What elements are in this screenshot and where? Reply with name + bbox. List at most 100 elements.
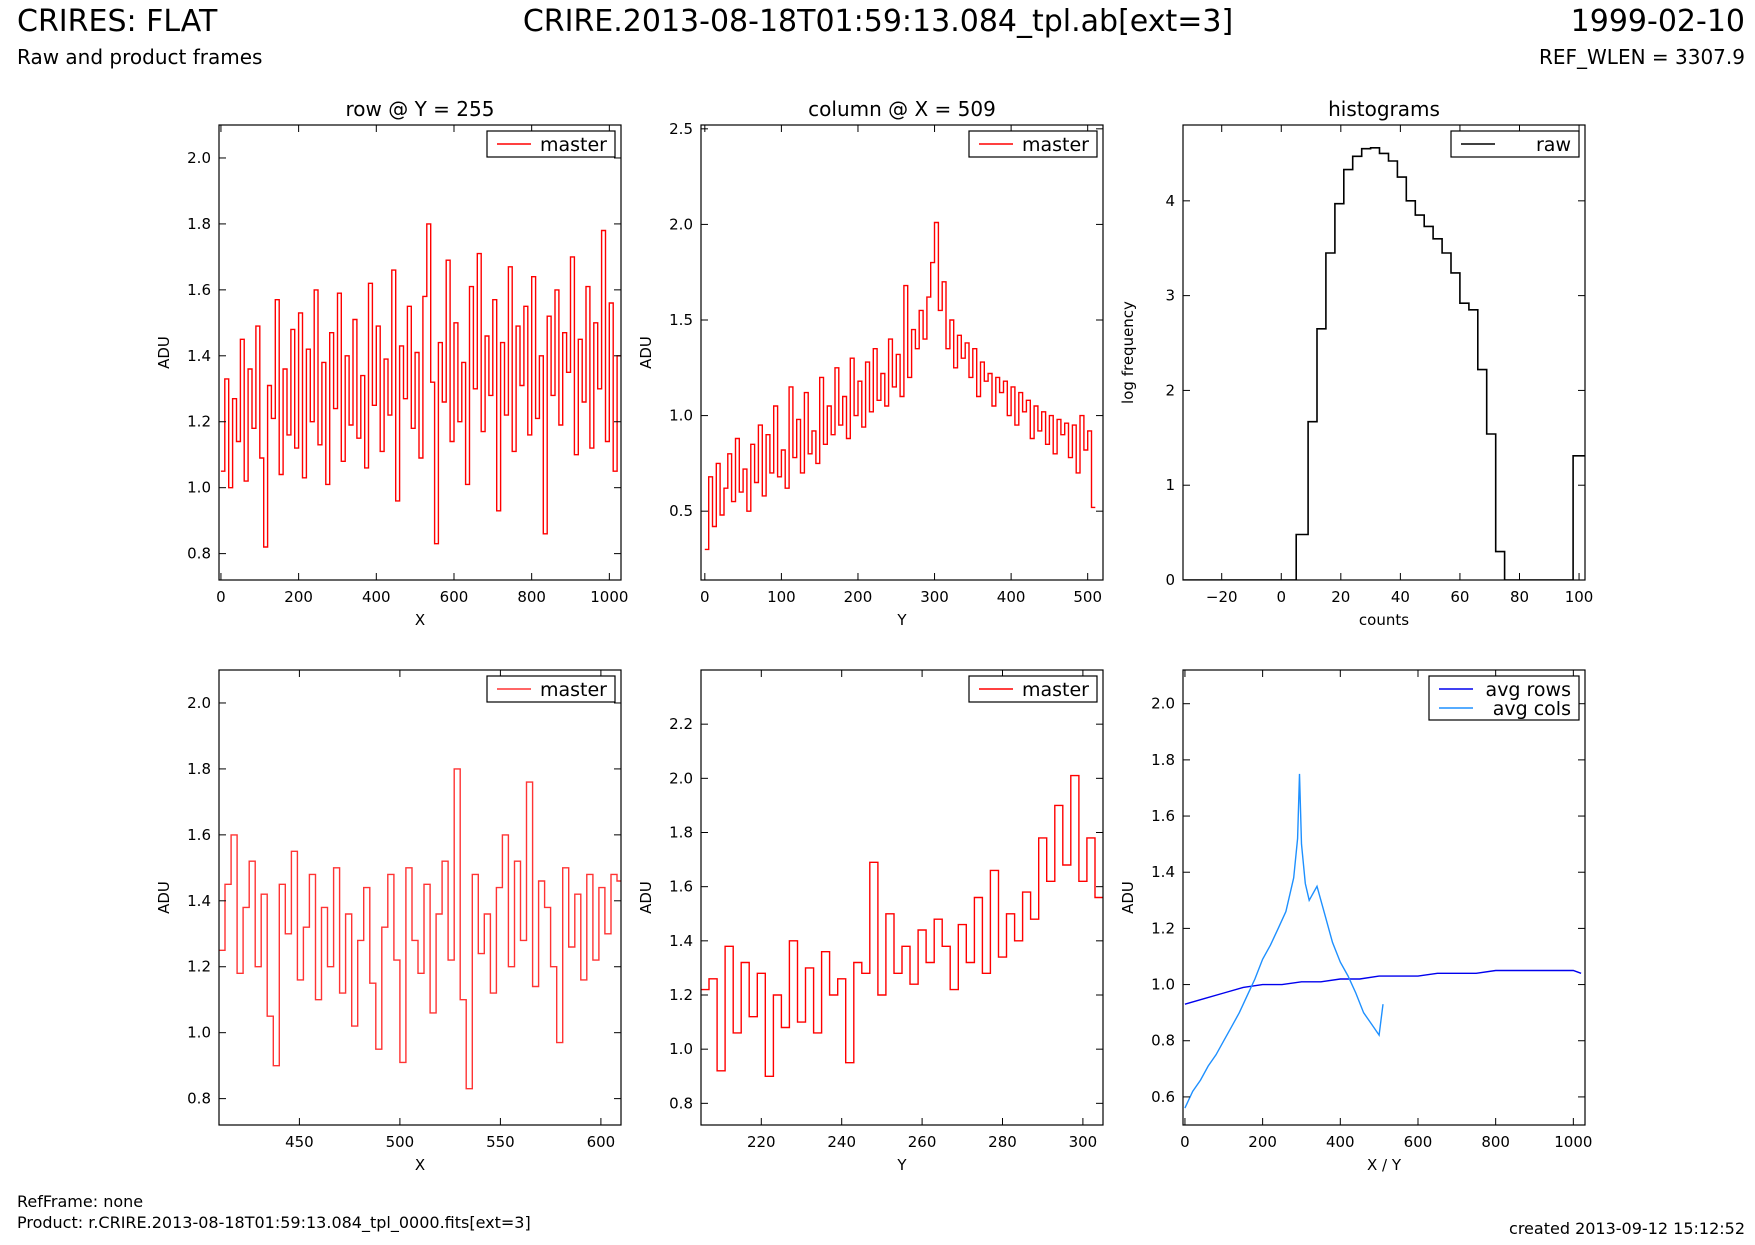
plot-frame: [1182, 124, 1586, 581]
chart-hist: −20 0 20 40 60 80 100 0 1 2 3 4 histograms counts log …: [1119, 97, 1593, 629]
plot-frame: [700, 124, 1104, 581]
legend: master: [968, 675, 1098, 703]
series-line-avg-rows: [1184, 969, 1582, 1005]
y-tick-label: 2.0: [669, 215, 693, 233]
y-tick-label: 0: [1165, 571, 1175, 589]
x-tick-label: 100: [767, 588, 796, 606]
y-axis-label: ADU: [1119, 881, 1137, 914]
chart-title: row @ Y = 255: [346, 97, 495, 121]
x-tick-label: 600: [440, 588, 469, 606]
x-tick-label: 500: [1073, 588, 1102, 606]
y-tick-label: 1.0: [669, 407, 693, 425]
y-tick-label: 1.6: [1151, 807, 1175, 825]
x-tick-label: 300: [1069, 1133, 1098, 1151]
y-tick-label: 1.6: [187, 826, 211, 844]
y-tick-label: 1.4: [1151, 863, 1175, 881]
x-tick-label: 220: [747, 1133, 776, 1151]
y-tick-label: 0.8: [187, 545, 211, 563]
y-tick-label: 1.0: [1151, 976, 1175, 994]
y-tick-label: 1.8: [669, 824, 693, 842]
y-tick-label: 0.5: [669, 502, 693, 520]
x-tick-label: 400: [362, 588, 391, 606]
series-line-avg-cols: [1184, 773, 1384, 1109]
ref-wavelength: REF_WLEN = 3307.9: [1538, 45, 1745, 69]
y-tick-label: 1.2: [1151, 919, 1175, 937]
y-tick-label: 1.6: [187, 281, 211, 299]
y-tick-label: 1.0: [187, 479, 211, 497]
x-tick-label: 800: [1481, 1133, 1510, 1151]
x-tick-label: 20: [1331, 588, 1350, 606]
y-tick-label: 1.8: [187, 760, 211, 778]
x-tick-label: 600: [1404, 1133, 1433, 1151]
x-tick-label: 60: [1450, 588, 1469, 606]
y-tick-label: 1.2: [187, 958, 211, 976]
x-axis-label: Y: [896, 1156, 907, 1174]
x-tick-label: 600: [587, 1133, 616, 1151]
y-tick-label: 1.4: [669, 932, 693, 950]
legend-label: raw: [1536, 134, 1571, 156]
x-tick-label: 200: [844, 588, 873, 606]
x-tick-label: 240: [827, 1133, 856, 1151]
x-tick-label: 1000: [1554, 1133, 1592, 1151]
x-tick-label: 280: [988, 1133, 1017, 1151]
y-axis-label: ADU: [155, 336, 173, 369]
legend-label: master: [1022, 679, 1089, 701]
x-tick-label: 300: [920, 588, 949, 606]
y-tick-label: 0.8: [669, 1094, 693, 1112]
chart-row-top: 0 200 400 600 800 1000 0.8 1.0 1.2 1.4 1.6 1.8 2.0 ro…: [155, 97, 628, 629]
x-tick-label: 400: [997, 588, 1026, 606]
file-name: CRIRE.2013-08-18T01:59:13.084_tpl.ab[ext…: [522, 4, 1234, 39]
legend: raw: [1450, 130, 1580, 158]
x-axis-label: Y: [896, 611, 907, 629]
y-tick-label: 1.0: [187, 1024, 211, 1042]
y-axis-label: log frequency: [1119, 301, 1137, 404]
y-tick-label: 3: [1165, 287, 1175, 305]
plot-frame: [700, 669, 1104, 1126]
x-tick-label: 800: [517, 588, 546, 606]
x-tick-label: 500: [386, 1133, 415, 1151]
y-tick-label: 2: [1165, 381, 1175, 399]
x-tick-label: 400: [1326, 1133, 1355, 1151]
legend-label: avg cols: [1493, 698, 1571, 720]
chart-title: column @ X = 509: [808, 97, 996, 121]
x-tick-label: −20: [1206, 588, 1238, 606]
y-axis-label: ADU: [637, 881, 655, 914]
ref-frame-note: RefFrame: none: [17, 1192, 144, 1211]
legend-label: master: [1022, 134, 1089, 156]
y-tick-label: 0.6: [1151, 1088, 1175, 1106]
x-axis-label: X: [415, 1156, 425, 1174]
x-tick-label: 80: [1510, 588, 1529, 606]
created-timestamp: created 2013-09-12 15:12:52: [1509, 1219, 1745, 1238]
legend: master: [486, 130, 616, 158]
y-tick-label: 1.2: [187, 413, 211, 431]
y-tick-label: 2.0: [1151, 695, 1175, 713]
chart-col-top: 0 100 200 300 400 500 0.5 1.0 1.5 2.0 2.5 column @ …: [637, 97, 1104, 629]
x-tick-label: 0: [1276, 588, 1286, 606]
report-subtitle: Raw and product frames: [17, 45, 263, 69]
y-tick-label: 2.2: [669, 715, 693, 733]
chart-row-zoom: 450 500 550 600 0.8 1.0 1.2 1.4 1.6 1.8 2.0 X ADU mas…: [155, 669, 622, 1174]
x-axis-label: X: [415, 611, 425, 629]
chart-title: histograms: [1328, 97, 1440, 121]
y-axis-label: ADU: [155, 881, 173, 914]
series-line-raw: [1183, 147, 1585, 580]
y-tick-label: 1.4: [187, 347, 211, 365]
y-tick-label: 1.6: [669, 878, 693, 896]
x-tick-label: 1000: [590, 588, 628, 606]
series-line-master: [219, 768, 621, 1090]
legend-label: avg rows: [1486, 679, 1571, 701]
x-axis-label: counts: [1359, 611, 1409, 629]
x-tick-label: 550: [486, 1133, 515, 1151]
y-tick-label: 1.5: [669, 311, 693, 329]
x-tick-label: 100: [1565, 588, 1594, 606]
report-title: CRIRES: FLAT: [17, 4, 218, 39]
x-tick-label: 40: [1391, 588, 1410, 606]
y-tick-label: 1.8: [187, 215, 211, 233]
x-tick-label: 450: [285, 1133, 314, 1151]
y-tick-label: 0.8: [1151, 1032, 1175, 1050]
series-line-master: [701, 774, 1103, 1078]
y-axis-label: ADU: [637, 336, 655, 369]
y-tick-label: 1.4: [187, 892, 211, 910]
